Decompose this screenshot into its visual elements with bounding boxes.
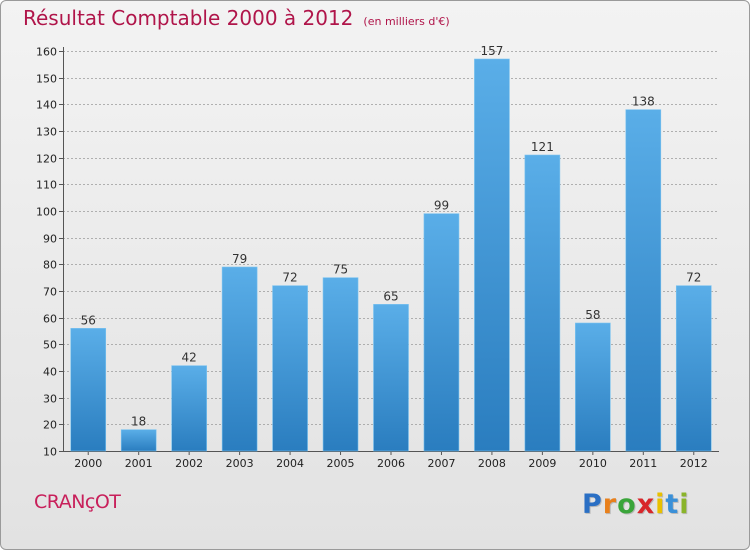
- x-tick-label: 2003: [226, 457, 254, 470]
- data-label: 75: [333, 263, 348, 277]
- chart-title: Résultat Comptable 2000 à 2012 (en millie…: [23, 6, 450, 30]
- bar: [423, 213, 460, 452]
- bar: [524, 154, 561, 452]
- logo-letter: r: [602, 489, 618, 520]
- x-tick-label: 2005: [327, 457, 355, 470]
- data-label: 121: [531, 140, 554, 154]
- y-tick-label: 140: [36, 99, 57, 112]
- labels: 2000 56 2001 18 2002 42 2003 79 2004 72 2005 75 2006…: [74, 44, 708, 470]
- data-label: 58: [585, 308, 600, 322]
- data-label: 99: [434, 199, 449, 213]
- x-tick-label: 2010: [579, 457, 607, 470]
- y-tick-label: 60: [43, 313, 57, 326]
- proxiti-logo: Proxiti: [582, 489, 690, 520]
- y-tick-label: 130: [36, 126, 57, 139]
- y-tick-label: 70: [43, 286, 57, 299]
- bar: [474, 58, 510, 452]
- y-tick-label: 80: [43, 259, 57, 272]
- bar: [675, 285, 712, 452]
- x-tick-label: 2012: [680, 457, 708, 470]
- y-tick-label: 50: [43, 339, 57, 352]
- logo-letter: P: [582, 489, 603, 520]
- logo-letter: i: [679, 489, 690, 520]
- x-tick-label: 2001: [125, 457, 153, 470]
- bar: [272, 285, 308, 452]
- data-label: 65: [383, 289, 398, 303]
- title-text: Résultat Comptable 2000 à 2012: [23, 6, 354, 30]
- bar: [171, 365, 207, 452]
- bar: [625, 109, 662, 452]
- x-tick-label: 2000: [74, 457, 102, 470]
- bar: [575, 322, 611, 452]
- x-tick-label: 2011: [629, 457, 657, 470]
- logo-letter: i: [655, 489, 666, 520]
- y-tick-label: 10: [43, 446, 57, 459]
- y-tick-label: 110: [36, 179, 57, 192]
- city-name: CRANçOT: [34, 491, 121, 513]
- y-tick-label: 100: [36, 206, 57, 219]
- y-tick-label: 160: [36, 46, 57, 59]
- subtitle-text: (en milliers d'€): [363, 15, 450, 28]
- y-tick-label: 150: [36, 73, 57, 86]
- bar: [373, 304, 409, 452]
- bars: [70, 58, 712, 452]
- x-tick-label: 2008: [478, 457, 506, 470]
- data-label: 79: [232, 252, 247, 266]
- logo-letter: x: [636, 489, 656, 520]
- bar: [221, 266, 258, 452]
- data-label: 157: [480, 44, 503, 58]
- bar: [70, 328, 107, 452]
- logo-letter: o: [617, 489, 637, 520]
- axes: 10 20 30 40 50 60 70 80 90 100 110 120 130 140 150 160: [36, 46, 719, 459]
- data-label: 138: [632, 95, 655, 109]
- data-label: 72: [686, 271, 701, 285]
- y-tick-label: 20: [43, 419, 57, 432]
- logo-letter: t: [665, 489, 680, 520]
- data-label: 72: [282, 271, 297, 285]
- x-tick-label: 2009: [528, 457, 556, 470]
- bar: [322, 277, 359, 452]
- y-tick-label: 90: [43, 233, 57, 246]
- data-label: 56: [81, 313, 96, 327]
- x-tick-label: 2002: [175, 457, 203, 470]
- x-tick-label: 2006: [377, 457, 405, 470]
- bar: [120, 429, 157, 452]
- data-label: 18: [131, 415, 146, 429]
- data-label: 42: [182, 351, 197, 365]
- y-tick-label: 30: [43, 393, 57, 406]
- y-tick-label: 40: [43, 366, 57, 379]
- x-tick-label: 2007: [427, 457, 455, 470]
- x-tick-label: 2004: [276, 457, 304, 470]
- y-tick-label: 120: [36, 153, 57, 166]
